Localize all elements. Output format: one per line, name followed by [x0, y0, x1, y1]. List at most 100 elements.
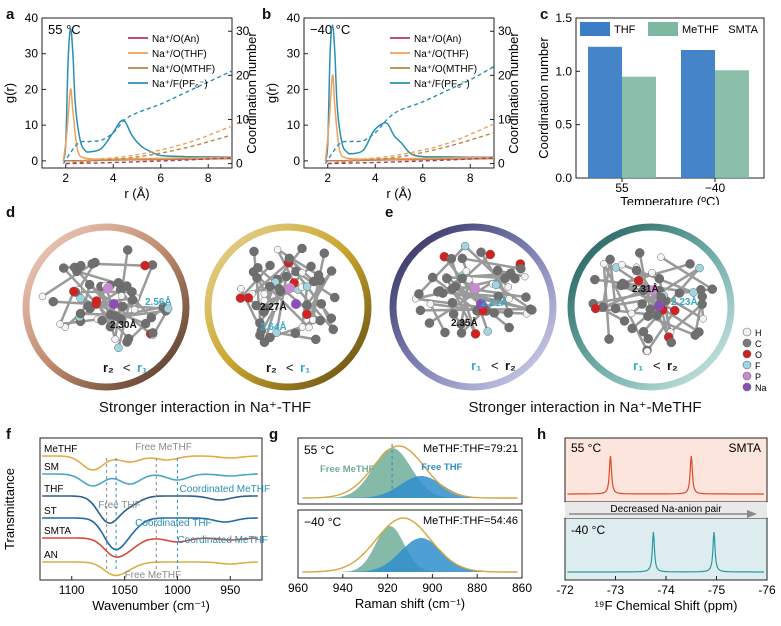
atom	[457, 273, 467, 284]
y-tick-label: 1.0	[555, 64, 572, 78]
atom-legend-dot	[742, 360, 752, 370]
phosphorus-atom	[470, 283, 480, 293]
spectrum-name: ST	[44, 506, 57, 517]
smta-tag: SMTA	[729, 441, 761, 455]
x-tick-label: 2	[62, 171, 69, 185]
caption-methf: Stronger interaction in Na⁺-MeTHF	[468, 399, 702, 416]
atom	[281, 271, 292, 282]
x-tick-label: -73	[607, 583, 625, 597]
atom-legend-label: H	[755, 328, 762, 338]
atom	[627, 309, 636, 318]
distance-r1-right: 2.23Å	[671, 295, 698, 308]
atom	[631, 265, 642, 276]
plot-frame	[575, 17, 765, 179]
x-tick-label: 950	[220, 583, 240, 597]
series-line	[324, 74, 495, 161]
atom	[302, 282, 312, 291]
y2-tick-label: 0	[236, 157, 243, 171]
atom-legend-dot	[742, 338, 752, 348]
atom	[76, 260, 86, 271]
distance-r2-right: 2.27Å	[260, 300, 287, 313]
ftir-annotation: Free MeTHF	[125, 570, 182, 581]
atom	[414, 289, 424, 299]
legend-label-thf: THF	[614, 24, 636, 36]
atom	[485, 249, 495, 260]
coordination-line	[324, 65, 495, 165]
y2-axis-label: Coordination number	[506, 32, 521, 154]
phosphorus-atom	[285, 283, 295, 293]
atom	[117, 292, 126, 300]
temp-top: 55 °C	[571, 441, 601, 455]
atom	[260, 290, 269, 298]
cmp-r2-right: r₂	[266, 360, 277, 375]
legend-label: Na⁺/O(An)	[152, 34, 200, 45]
atom	[113, 278, 124, 288]
atom	[249, 246, 259, 257]
bond	[660, 256, 713, 291]
atom-legend-dot	[742, 349, 752, 359]
phosphorus-atom	[103, 283, 113, 293]
ftir-spectrum	[42, 561, 258, 577]
atom	[447, 284, 457, 294]
y2-tick-label: 30	[236, 24, 250, 38]
panel-d-structures: 2.56Å 2.30Å 2.27Å 2.64Å r₂ < r₁ r₂ < r₁	[22, 223, 372, 391]
atom	[326, 313, 337, 323]
atom	[259, 307, 269, 317]
peak-thf-bottom	[302, 537, 518, 572]
atom	[426, 300, 435, 308]
atom	[306, 261, 316, 272]
x-tick-label: 2	[324, 171, 331, 185]
peak-free-methf	[302, 448, 518, 498]
label-free-thf: Free THF	[421, 462, 462, 473]
arrow-head	[747, 510, 757, 518]
bar	[715, 70, 749, 178]
atom	[638, 326, 649, 337]
atom	[462, 267, 471, 275]
atom	[274, 283, 284, 294]
bond	[462, 257, 522, 270]
y-tick-label: 30	[25, 47, 39, 61]
panel-label-h: h	[537, 426, 547, 443]
coordination-bar-chart: 0.0 0.5 1.0 1.5 Coordination number Temperatu…	[536, 11, 765, 205]
atom	[91, 296, 102, 306]
molecule-left	[411, 241, 537, 339]
atom	[504, 322, 514, 333]
cmp-r2-right: r₂	[667, 358, 678, 373]
x-tick-label: 55	[615, 181, 629, 195]
bar	[588, 46, 622, 178]
coordination-line	[327, 132, 495, 165]
raman-chart: 960 940 920 900 880 860 Raman shift (cm⁻¹) 55 °…	[288, 437, 532, 611]
cmp-lt-left: <	[123, 360, 131, 375]
atom	[446, 253, 457, 264]
ftir-annotation: Free MeTHF	[135, 442, 192, 453]
atom	[319, 248, 330, 258]
atom	[315, 315, 326, 326]
atom	[56, 320, 64, 328]
panel-label-e: e	[385, 204, 394, 221]
y-tick-label: 10	[25, 118, 39, 132]
ftir-annotation: Coordinated THF	[135, 518, 212, 529]
atom	[252, 273, 262, 283]
spectrum-name: SM	[44, 462, 59, 473]
bond	[92, 262, 146, 267]
x-tick-label: −40	[705, 181, 726, 195]
atom	[122, 245, 133, 255]
cmp-lt-left: <	[491, 358, 499, 373]
x-axis-label: Raman shift (cm⁻¹)	[355, 596, 465, 611]
cmp-r1-left: r₁	[137, 360, 147, 375]
bar	[681, 50, 715, 178]
x-tick-label: 4	[372, 171, 379, 185]
ftir-spectrum	[42, 517, 258, 551]
atom	[689, 288, 698, 297]
atom	[674, 288, 685, 298]
y-tick-label: 0	[293, 154, 300, 168]
atom	[424, 318, 435, 328]
panel-e-structures: 2.21Å 2.35Å 2.31Å 2.23Å r₁ < r₂ r₁ < r₂ …	[389, 223, 767, 393]
molecule-right	[588, 248, 718, 356]
atom	[491, 280, 501, 290]
atom	[140, 318, 151, 329]
atom	[590, 303, 601, 314]
x-tick-label: 8	[205, 171, 212, 185]
sodium-atom	[291, 299, 301, 309]
cmp-r2-left: r₂	[103, 360, 114, 375]
